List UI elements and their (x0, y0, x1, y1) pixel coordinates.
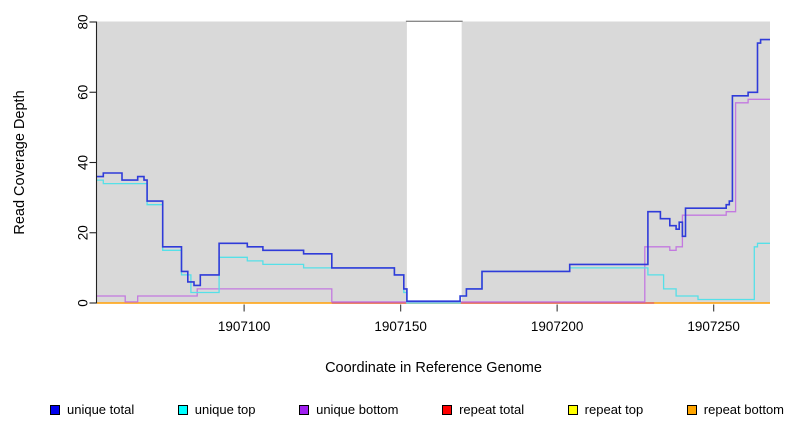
svg-text:1907250: 1907250 (687, 319, 740, 334)
svg-text:60: 60 (76, 85, 91, 100)
legend-label: unique bottom (316, 402, 399, 417)
legend-swatch-unique-total-icon (50, 405, 60, 415)
legend-label: repeat total (459, 402, 525, 417)
svg-text:Read Coverage Depth: Read Coverage Depth (12, 90, 28, 234)
legend-label: repeat top (584, 402, 644, 417)
legend-item-repeat-top: repeat top (567, 402, 644, 418)
svg-text:1907150: 1907150 (374, 319, 427, 334)
coverage-chart: 0 20 40 60 80 Read Coverage Depth 1907100 19071… (12, 14, 770, 376)
legend-item-repeat-bottom: repeat bottom (686, 402, 784, 418)
svg-text:1907100: 1907100 (218, 319, 271, 334)
legend-label: unique total (67, 402, 135, 417)
svg-text:80: 80 (76, 14, 91, 29)
svg-text:0: 0 (76, 299, 91, 307)
svg-text:20: 20 (76, 225, 91, 240)
legend-swatch-repeat-top-icon (567, 405, 578, 415)
svg-text:40: 40 (76, 155, 91, 170)
legend-label: unique top (194, 402, 256, 417)
legend-swatch-repeat-total-icon (442, 405, 453, 415)
legend-swatch-unique-top-icon (177, 405, 188, 415)
legend-swatch-repeat-bottom-icon (686, 405, 697, 415)
legend-item-unique-total: unique total (50, 402, 134, 418)
svg-text:Coordinate in Reference Genome: Coordinate in Reference Genome (325, 360, 542, 376)
legend-item-unique-bottom: unique bottom (299, 402, 399, 418)
legend-item-unique-top: unique top (177, 402, 256, 418)
svg-text:1907200: 1907200 (531, 319, 584, 334)
chart-legend: unique total unique top unique bottom re… (50, 401, 784, 419)
legend-label: repeat bottom (703, 402, 784, 417)
legend-item-repeat-total: repeat total (442, 402, 524, 418)
legend-swatch-unique-bottom-icon (299, 405, 310, 415)
